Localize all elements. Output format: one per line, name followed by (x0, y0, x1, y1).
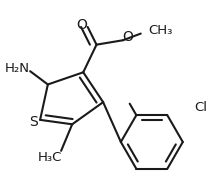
Text: H₂N: H₂N (5, 62, 30, 75)
Text: O: O (76, 18, 87, 32)
Text: CH₃: CH₃ (149, 24, 173, 37)
Text: H₃C: H₃C (38, 151, 62, 164)
Text: Cl: Cl (194, 101, 207, 114)
Text: S: S (29, 115, 38, 129)
Text: O: O (123, 30, 133, 44)
